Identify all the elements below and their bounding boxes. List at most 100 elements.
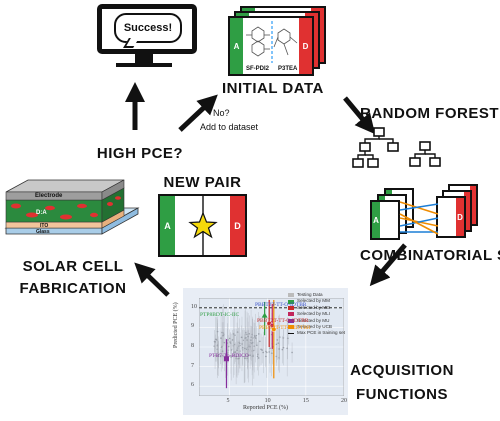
success-speech-bubble: Success! [114,13,182,43]
add-to-dataset-label: Add to dataset [200,122,259,132]
testing-data-point [216,330,219,333]
acquisition-label-line1: ACQUISITION [350,362,454,379]
arrow-combinatorial-to-acquisition [369,243,407,287]
solar-cell-device-icon [4,179,140,235]
testing-data-point [214,354,216,357]
testing-data-point [264,355,267,358]
y-tick-label: 8 [191,343,194,349]
testing-data-point [231,339,234,341]
active-layer-label: D:A [36,210,47,216]
testing-data-point [277,342,280,344]
x-tick-label: 20 [341,398,347,404]
testing-data-point [246,339,248,341]
acquisition-chart: Predicted PCE (%) Reported PCE (%) 5 10 15… [173,288,348,415]
testing-data-point [238,357,240,360]
testing-data-point [220,337,222,340]
success-text: Success! [123,22,173,34]
initial-data-label: INITIAL DATA [222,80,324,97]
acquisition-label-line2: FUNCTIONS [356,386,448,403]
annotation-mu: PTB7-Th-BDICO [209,353,249,359]
testing-data-point [276,339,279,341]
testing-data-point [215,338,218,341]
testing-data-point [260,348,262,351]
selected-point [271,326,277,332]
x-axis-label: Reported PCE (%) [243,405,288,411]
combinatorial-space-label: COMBINATORIAL SPACE [360,247,500,264]
testing-data-point [246,357,249,360]
testing-data-point [253,349,255,352]
monitor-base [116,63,172,67]
y-tick-label: 6 [191,382,194,389]
testing-data-point [221,350,224,352]
annotation-ucb: PBBT2T-TT-O-IDTBR [259,325,311,331]
legend-item: Max PCE in training set [288,330,345,336]
arrow-chart-to-solar [134,262,170,297]
legend-item: Selected by MU [288,318,345,324]
testing-data-point [257,333,260,335]
arrow-high-pce-to-initial-data [178,94,218,132]
x-tick-label: 15 [302,398,309,404]
testing-data-point [251,341,254,344]
donor-name: P3TEA [278,66,298,72]
arrow-initial-to-random-forest [343,96,376,135]
acceptor-tag: A [230,18,243,74]
testing-data-point [213,340,216,343]
testing-data-point [291,351,293,354]
annotation-mm: PTP8BDT-IC-IIC [200,312,240,318]
testing-data-point [243,357,246,360]
chart-plot-area [199,298,344,396]
testing-data-point [282,346,285,349]
star-icon [188,196,218,255]
testing-data-point [250,339,252,341]
donor-tag: D [230,196,245,255]
testing-data-point [232,333,235,335]
testing-data-point [223,341,226,344]
legend-item: Selected by MLI [288,311,345,317]
y-tick-label: 9 [191,323,194,330]
monitor-icon: Success! [97,4,197,54]
no-label: No? [213,108,230,118]
selected-point-mm [261,312,268,318]
testing-data-point [257,357,260,359]
testing-data-point [240,336,243,339]
testing-data-point [245,336,247,339]
testing-data-point [259,340,261,343]
testing-data-point [254,337,257,339]
y-tick-label: 10 [191,303,197,310]
chart-legend: Testing Data Selected by MM Selected by … [288,292,345,337]
testing-data-point [252,355,254,358]
testing-data-point [244,347,246,350]
testing-data-point [254,336,256,338]
testing-data-point [268,351,271,353]
legend-item: Selected by MM [288,298,345,304]
initial-data-card: A D SF-PDI2 P3TEA [228,16,314,76]
monitor-stand [135,54,153,64]
electrode-label: Electrode [35,193,63,199]
acceptor-name: SF-PDI2 [246,66,270,72]
testing-data-point [256,355,259,358]
x-tick-label: 5 [226,398,230,404]
testing-data-point [249,354,251,356]
solar-cell-label-line1: SOLAR CELL [22,258,124,275]
annotation-mei: PBBT2T-TT-O-IDTBR [257,318,309,324]
testing-data-point [281,348,284,351]
testing-data-point [253,345,255,347]
ito-label: ITO [40,223,49,229]
y-tick-label: 7 [191,362,194,369]
donor-stack-front: D [436,196,466,238]
donor-tag: D [299,18,312,74]
new-pair-card: A D [158,194,247,257]
pairing-lines [399,201,439,235]
testing-data-point [235,355,238,358]
testing-data-point [236,349,238,352]
selected-point-mu [223,356,229,362]
legend-item: Testing Data [288,292,345,298]
testing-data-point [262,351,265,354]
testing-data-point [229,341,231,343]
testing-data-point [275,343,278,346]
testing-data-point [234,351,237,353]
testing-data-point [239,342,241,345]
new-pair-label: NEW PAIR [163,174,242,191]
testing-data-point [217,355,219,357]
